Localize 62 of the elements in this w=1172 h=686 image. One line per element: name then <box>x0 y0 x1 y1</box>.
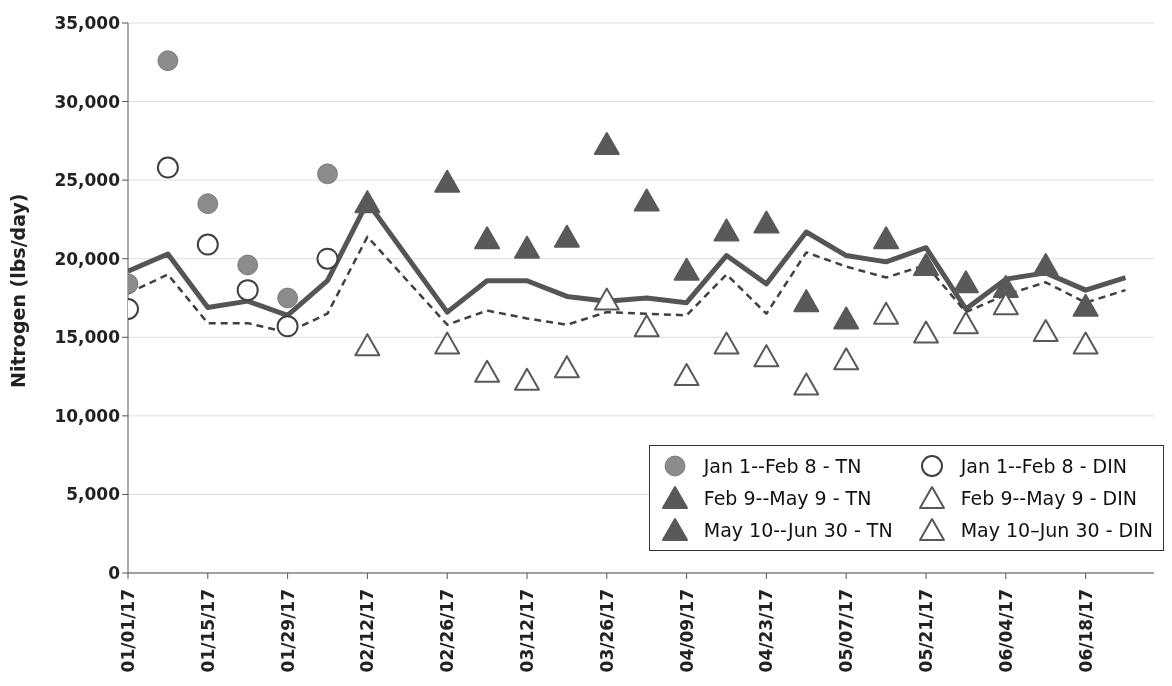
x-tick-label: 03/12/17 <box>517 589 537 673</box>
y-tick-label: 20,000 <box>54 248 121 269</box>
point <box>197 193 219 214</box>
x-tick-label: 06/04/17 <box>995 589 1016 673</box>
point <box>277 287 298 309</box>
point <box>833 347 860 371</box>
point <box>873 301 900 325</box>
x-tick-label: 02/26/17 <box>437 589 458 673</box>
point <box>992 292 1019 316</box>
point <box>673 363 700 386</box>
legend-label: Feb 9--May 9 - TN <box>703 487 872 509</box>
x-tick-label: 01/15/17 <box>197 589 218 673</box>
x-tick-label: 04/23/17 <box>756 589 777 673</box>
x-tick-label: 01/01/17 <box>118 589 138 673</box>
point <box>873 226 900 250</box>
point <box>713 331 740 355</box>
point <box>156 156 179 179</box>
legend-label: May 10--Jun 30 - TN <box>703 519 893 541</box>
point <box>913 320 939 344</box>
point <box>753 344 780 368</box>
y-axis-title: Nitrogen (lbs/day) <box>6 193 29 388</box>
y-tick-label: 5,000 <box>66 484 121 505</box>
point <box>1072 331 1099 355</box>
legend-label: Jan 1--Feb 8 - TN <box>703 455 862 477</box>
legend-label: Jan 1--Feb 8 - DIN <box>960 455 1127 477</box>
y-tick-label: 0 <box>108 563 121 584</box>
point <box>1072 293 1099 317</box>
point <box>833 306 860 330</box>
x-tick-label: 02/12/17 <box>357 589 378 673</box>
point <box>237 254 258 276</box>
point <box>913 253 939 276</box>
point <box>354 333 381 357</box>
y-tick-label: 10,000 <box>54 405 121 426</box>
x-tick-label: 05/21/17 <box>916 589 936 673</box>
point <box>196 233 219 256</box>
point <box>276 315 299 338</box>
point <box>952 311 979 335</box>
point <box>354 190 381 214</box>
point <box>992 275 1019 298</box>
point <box>1032 253 1059 276</box>
x-tick-label: 04/09/17 <box>676 589 697 673</box>
point <box>317 163 338 185</box>
y-tick-label: 25,000 <box>54 170 121 191</box>
legend-label: Feb 9--May 9 - DIN <box>960 487 1137 509</box>
y-tick-label: 15,000 <box>54 327 121 348</box>
x-tick-label: 05/07/17 <box>836 589 857 673</box>
point <box>1032 319 1059 342</box>
point <box>157 50 179 71</box>
point <box>952 270 979 294</box>
x-tick-label: 06/18/17 <box>1075 589 1096 673</box>
legend-label: May 10–Jun 30 - DIN <box>960 519 1153 541</box>
x-tick-label: 01/29/17 <box>277 589 298 673</box>
point <box>793 372 820 396</box>
y-tick-label: 35,000 <box>54 13 121 34</box>
point <box>236 279 259 302</box>
y-tick-label: 30,000 <box>54 91 121 112</box>
point <box>673 257 700 281</box>
x-tick-label: 03/26/17 <box>596 589 617 673</box>
point <box>316 247 339 270</box>
point <box>713 218 740 242</box>
point <box>793 289 820 313</box>
point <box>753 210 780 234</box>
